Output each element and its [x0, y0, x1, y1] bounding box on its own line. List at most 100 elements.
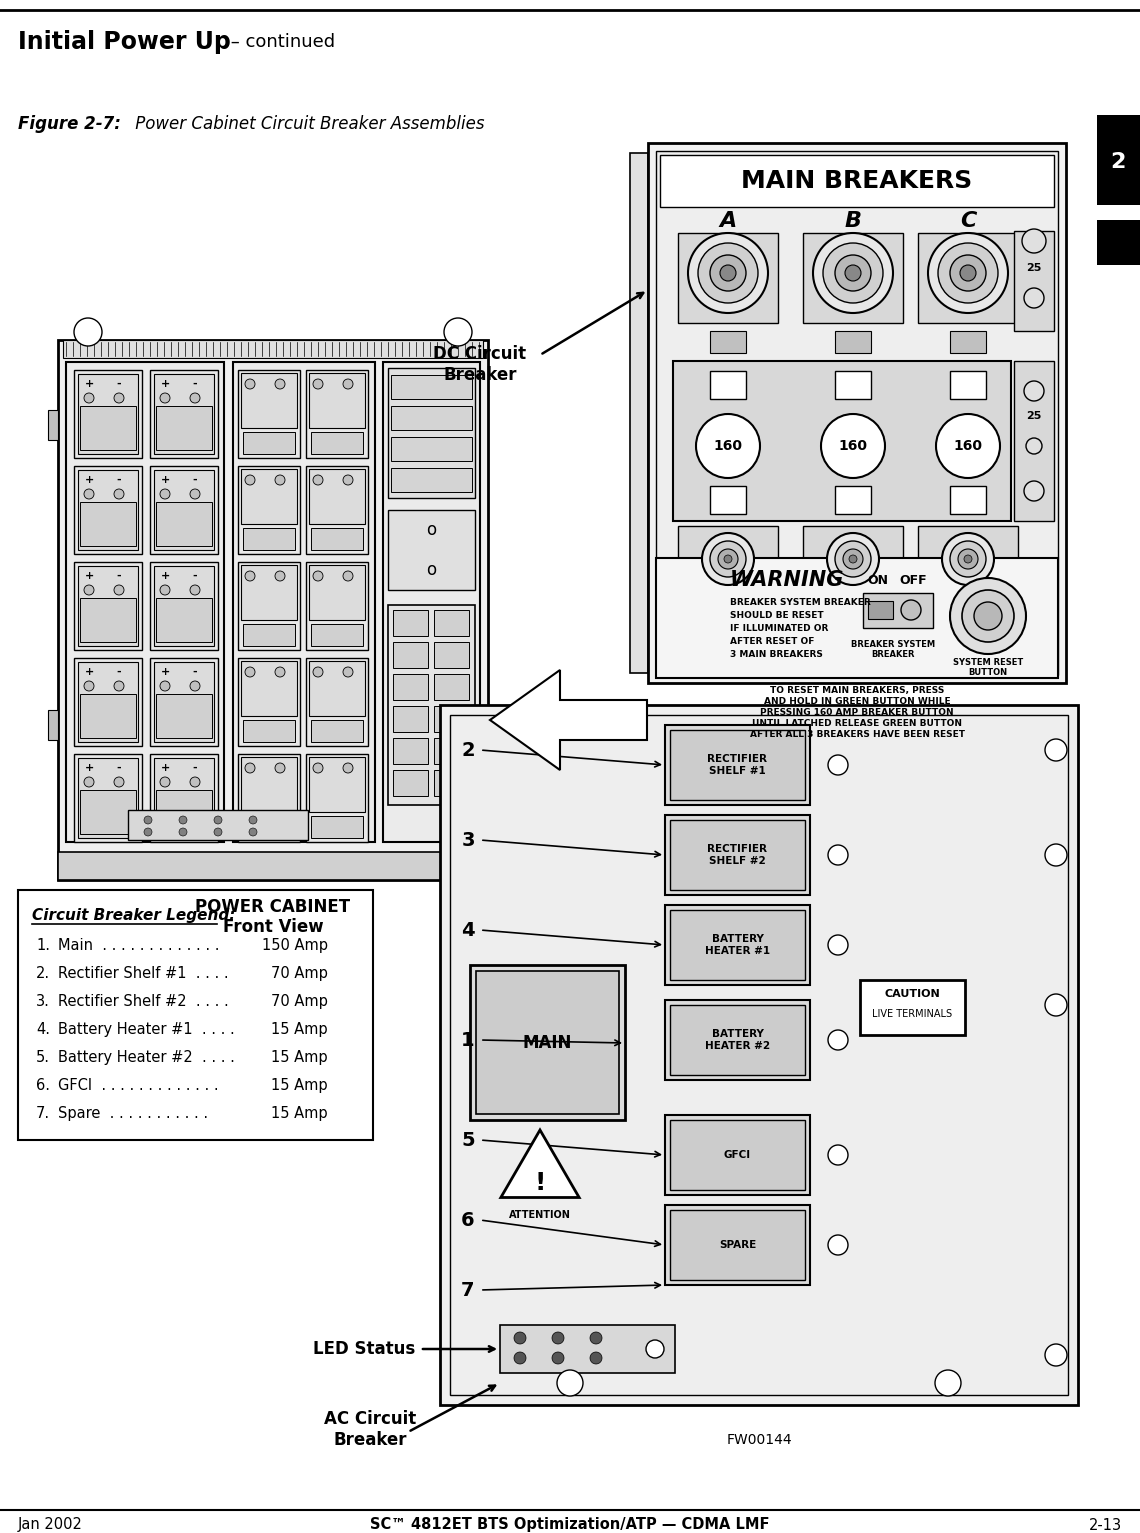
Bar [673, 360, 1011, 521]
Text: SHOULD BE RESET: SHOULD BE RESET [730, 612, 823, 619]
Bar [154, 566, 214, 645]
Bar [1097, 115, 1140, 205]
Circle shape [591, 1352, 602, 1364]
Bar [238, 466, 300, 553]
Bar [665, 1000, 811, 1081]
Circle shape [343, 475, 353, 484]
Bar [670, 820, 805, 891]
Circle shape [689, 233, 768, 313]
Text: Power Cabinet Circuit Breaker Assemblies: Power Cabinet Circuit Breaker Assemblies [130, 115, 484, 133]
Bar [477, 970, 619, 1114]
Bar [309, 566, 365, 619]
Text: 1.: 1. [36, 938, 50, 954]
Bar [670, 1210, 805, 1280]
Text: 1: 1 [462, 1030, 475, 1050]
Circle shape [828, 1030, 848, 1050]
Bar [58, 340, 488, 880]
Text: 2.: 2. [36, 966, 50, 981]
Bar [393, 737, 428, 763]
Text: Battery Heater #1  . . . .: Battery Heater #1 . . . . [58, 1023, 235, 1036]
Circle shape [443, 317, 472, 346]
Text: 5: 5 [462, 1130, 475, 1150]
Text: +: + [84, 475, 93, 484]
Text: +: + [161, 763, 170, 773]
Bar [434, 737, 469, 763]
Circle shape [84, 489, 93, 500]
Text: GFCI: GFCI [724, 1150, 751, 1160]
Bar [128, 809, 308, 840]
Bar [311, 527, 363, 550]
Circle shape [314, 763, 323, 773]
Circle shape [1026, 438, 1042, 454]
Bar [393, 770, 428, 796]
Text: SYSTEM RESET
BUTTON: SYSTEM RESET BUTTON [953, 658, 1023, 678]
Text: +: + [161, 475, 170, 484]
Circle shape [720, 265, 736, 281]
Circle shape [1045, 739, 1067, 760]
Text: A: A [719, 212, 736, 231]
Bar [863, 593, 933, 629]
Bar [434, 770, 469, 796]
Text: POWER CABINET: POWER CABINET [195, 898, 351, 917]
Text: ATTENTION: ATTENTION [510, 1210, 571, 1219]
Circle shape [828, 754, 848, 776]
Circle shape [834, 541, 871, 576]
Circle shape [826, 533, 879, 586]
Text: 6.: 6. [36, 1078, 50, 1093]
Circle shape [718, 549, 738, 569]
Text: OFF: OFF [899, 573, 927, 587]
Text: 6: 6 [462, 1211, 475, 1229]
Bar [803, 526, 903, 592]
Bar [243, 624, 295, 645]
Text: WARNING: WARNING [730, 570, 845, 590]
Circle shape [845, 265, 861, 281]
Text: 70 Amp: 70 Amp [271, 993, 328, 1009]
Bar [150, 754, 218, 842]
Circle shape [942, 533, 994, 586]
Text: – continued: – continued [225, 34, 335, 51]
Bar [710, 331, 746, 353]
Text: -: - [193, 475, 197, 484]
Circle shape [74, 317, 101, 346]
Text: +: + [161, 379, 170, 389]
Circle shape [1021, 228, 1047, 253]
Circle shape [834, 254, 871, 291]
Bar [388, 510, 475, 590]
Bar [860, 980, 964, 1035]
Text: TO RESET MAIN BREAKERS, PRESS: TO RESET MAIN BREAKERS, PRESS [770, 685, 944, 694]
Circle shape [190, 777, 200, 786]
Text: AFTER RESET OF: AFTER RESET OF [730, 638, 814, 645]
Bar [80, 694, 136, 737]
Text: !: ! [535, 1171, 546, 1196]
Bar [154, 374, 214, 454]
Text: 2: 2 [1110, 152, 1125, 172]
Text: Main  . . . . . . . . . . . . .: Main . . . . . . . . . . . . . [58, 938, 220, 954]
Circle shape [275, 475, 285, 484]
Circle shape [343, 379, 353, 389]
Bar [834, 331, 871, 353]
Circle shape [190, 681, 200, 691]
Bar [241, 373, 298, 428]
Text: Initial Power Up: Initial Power Up [18, 31, 231, 54]
Circle shape [245, 667, 255, 678]
Bar [710, 486, 746, 514]
Bar [950, 486, 986, 514]
Circle shape [1024, 382, 1044, 402]
Text: +: + [161, 667, 170, 678]
Bar [154, 662, 214, 742]
Text: LIVE TERMINALS: LIVE TERMINALS [872, 1009, 952, 1019]
Circle shape [557, 1371, 583, 1397]
Circle shape [552, 1352, 564, 1364]
Circle shape [849, 555, 857, 563]
Text: 160: 160 [953, 438, 983, 452]
Circle shape [828, 1145, 848, 1165]
Circle shape [245, 475, 255, 484]
Circle shape [314, 667, 323, 678]
Bar [66, 362, 223, 842]
Bar [309, 469, 365, 524]
Circle shape [901, 599, 921, 619]
Text: 4.: 4. [36, 1023, 50, 1036]
Bar [656, 150, 1058, 675]
Text: +: + [161, 570, 170, 581]
Circle shape [84, 392, 93, 403]
